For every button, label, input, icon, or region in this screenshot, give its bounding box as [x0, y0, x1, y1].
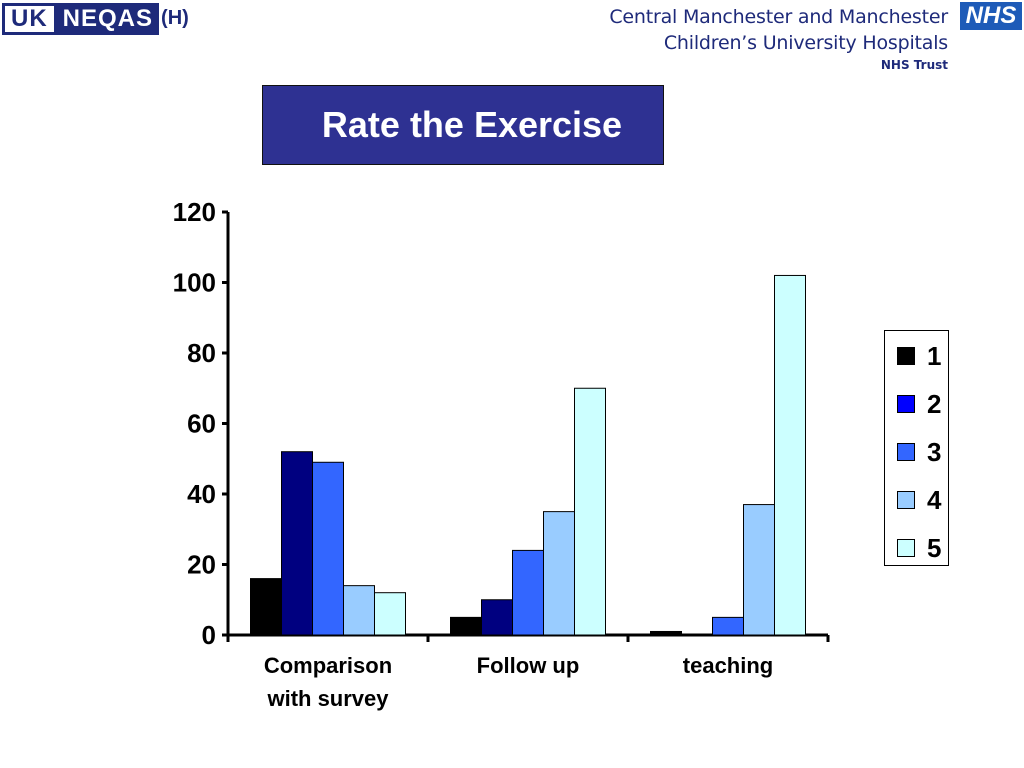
- bar: [512, 549, 544, 636]
- legend-label: 1: [927, 341, 942, 371]
- legend-swatch: [897, 443, 915, 461]
- bar: [450, 616, 482, 636]
- bar: [543, 511, 575, 636]
- trust-line-2: Children’s University Hospitals: [663, 32, 948, 54]
- legend-item: 2: [897, 391, 941, 417]
- y-tick-label: 120: [173, 197, 216, 227]
- legend-label: 2: [927, 389, 942, 419]
- bar: [250, 578, 282, 636]
- logo-suffix: (H): [161, 7, 189, 29]
- legend-item: 3: [897, 439, 941, 465]
- bar: [712, 616, 744, 636]
- y-tick-label: 80: [187, 338, 216, 368]
- nhs-logo: NHS: [960, 2, 1022, 30]
- title-box: Rate the Exercise: [262, 85, 664, 165]
- bar: [743, 504, 775, 636]
- x-tick-label: Comparison: [264, 653, 392, 678]
- y-tick-label: 100: [173, 268, 216, 298]
- y-tick-label: 0: [202, 620, 216, 650]
- legend-swatch: [897, 491, 915, 509]
- chart-title: Rate the Exercise: [321, 104, 623, 145]
- bar: [374, 592, 406, 636]
- y-tick-label: 60: [187, 409, 216, 439]
- x-tick-label: Follow up: [477, 653, 580, 678]
- logo-uk: UK: [2, 2, 57, 35]
- legend-item: 5: [897, 535, 941, 561]
- bar: [774, 274, 806, 636]
- x-tick-label: teaching: [683, 653, 773, 678]
- y-tick-label: 40: [187, 479, 216, 509]
- bar: [343, 585, 375, 636]
- uk-neqas-logo: UK NEQAS (H): [2, 2, 189, 35]
- trust-line-3: NHS Trust: [880, 58, 948, 72]
- bar: [312, 461, 344, 636]
- bar: [481, 599, 513, 636]
- logo-neqas: NEQAS: [56, 2, 160, 35]
- legend-label: 4: [927, 485, 942, 515]
- legend-label: 5: [927, 533, 942, 563]
- legend-swatch: [897, 395, 915, 413]
- legend-item: 4: [897, 487, 941, 513]
- legend-swatch: [897, 539, 915, 557]
- legend-item: 1: [897, 343, 941, 369]
- bar: [281, 451, 313, 636]
- bar: [574, 387, 606, 636]
- trust-line-1: Central Manchester and Manchester: [609, 6, 948, 28]
- y-tick-label: 20: [187, 550, 216, 580]
- trust-name: Central Manchester and Manchester Childr…: [609, 4, 948, 74]
- bar: [650, 630, 682, 636]
- legend-swatch: [897, 347, 915, 365]
- x-tick-label: with survey: [266, 686, 389, 711]
- legend-label: 3: [927, 437, 942, 467]
- chart-legend: 1 2 3 4 5: [884, 330, 949, 566]
